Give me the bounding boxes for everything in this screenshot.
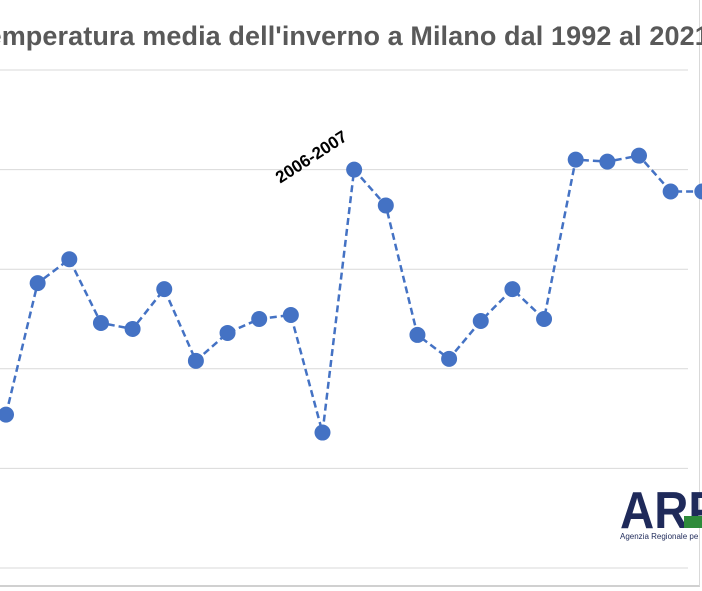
- data-point-2004-2005: [282, 307, 299, 324]
- data-point-2017-2018: [694, 183, 702, 200]
- data-point-2000-2001: [156, 281, 173, 298]
- data-point-2010-2011: [472, 312, 489, 329]
- data-point-1996-1997: [29, 275, 46, 292]
- data-point-1997-1998: [61, 251, 78, 268]
- logo-accent: [684, 516, 702, 528]
- data-point-2009-2010: [441, 350, 458, 367]
- series-line: [4, 154, 702, 433]
- data-point-2006-2007: [346, 161, 363, 178]
- data-point-2012-2013: [536, 311, 553, 327]
- data-point-2005-2006: [314, 424, 331, 441]
- data-point-2015-2016: [631, 147, 647, 164]
- data-point-2013-2014: [567, 151, 584, 168]
- data-point-2011-2012: [504, 281, 521, 298]
- data-point-2002-2003: [219, 324, 236, 341]
- data-point-1998-1999: [92, 314, 109, 331]
- data-point-2001-2002: [187, 352, 204, 369]
- logo-subtitle: Agenzia Regionale pe: [620, 532, 699, 541]
- data-point-2007-2008: [377, 197, 394, 214]
- chart-title: Temperatura media dell'inverno a Milano …: [0, 21, 702, 51]
- data-point-2016-2017: [662, 183, 679, 200]
- data-point-2008-2009: [409, 326, 426, 343]
- arpa-logo: ARP Agenzia Regionale pe: [620, 486, 702, 546]
- data-point-2014-2015: [599, 153, 616, 170]
- data-point-2003-2004: [251, 311, 268, 327]
- data-point-1999-2000: [124, 320, 141, 337]
- arpa-logo-mark: ARP: [620, 486, 702, 540]
- data-point-1995-1996: [0, 406, 14, 423]
- logo-wordmark: ARP: [620, 486, 702, 532]
